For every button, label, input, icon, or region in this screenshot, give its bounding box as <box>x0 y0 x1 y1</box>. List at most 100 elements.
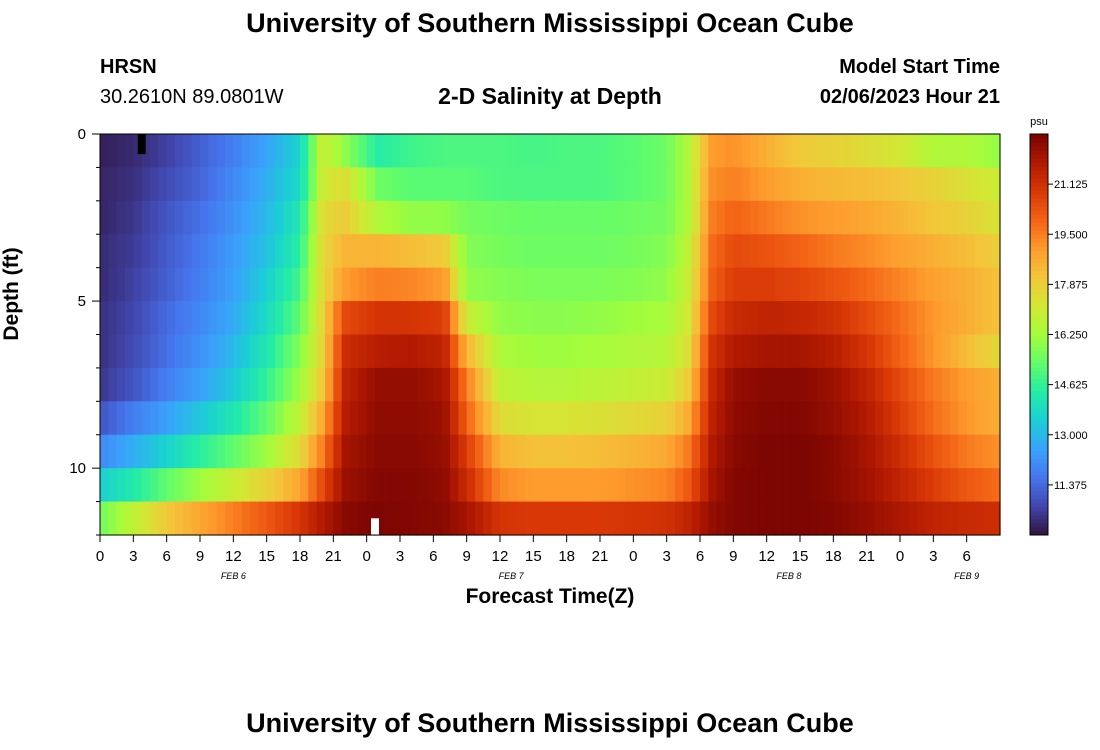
heatmap-cell <box>241 167 251 202</box>
heatmap-cell <box>183 367 193 402</box>
heatmap-cell <box>991 301 1001 336</box>
heatmap-cell <box>950 367 959 402</box>
heatmap-cell <box>366 301 376 336</box>
heatmap-cell <box>341 200 351 235</box>
heatmap-cell <box>991 401 1001 436</box>
heatmap-cell <box>358 367 368 402</box>
heatmap-cell <box>700 167 709 202</box>
heatmap-cell <box>558 334 568 369</box>
heatmap-cell <box>333 434 343 469</box>
heatmap-cell <box>608 167 618 202</box>
heatmap-cell <box>300 367 309 402</box>
heatmap-cell <box>383 401 393 436</box>
x-tick-label: 21 <box>325 548 342 565</box>
x-tick-label: 9 <box>729 548 737 565</box>
heatmap-cell <box>983 334 993 369</box>
colorbar-tick-label: 17.875 <box>1054 279 1088 291</box>
heatmap-cell <box>933 334 943 369</box>
heatmap-cell <box>933 134 943 169</box>
heatmap-cell <box>775 434 784 469</box>
heatmap-cell <box>441 334 451 369</box>
heatmap-cell <box>108 167 118 202</box>
heatmap-cell <box>975 501 984 536</box>
heatmap-cell <box>483 167 493 202</box>
main-title: University of Southern Mississippi Ocean… <box>246 8 854 38</box>
heatmap-cell <box>525 301 534 336</box>
heatmap-cell <box>266 468 276 503</box>
colorbar-segment <box>1030 310 1048 315</box>
heatmap-cell <box>533 468 543 503</box>
heatmap-cell <box>525 468 534 503</box>
heatmap-cell <box>600 367 609 402</box>
heatmap-cell <box>391 301 401 336</box>
heatmap-cell <box>333 301 343 336</box>
colorbar-segment <box>1030 194 1048 199</box>
heatmap-cell <box>583 367 593 402</box>
heatmap-cell <box>141 434 151 469</box>
heatmap-cell <box>275 167 284 202</box>
x-tick-label: 9 <box>196 548 204 565</box>
heatmap-cell <box>558 501 568 536</box>
heatmap-cell <box>208 501 218 536</box>
heatmap-cell <box>691 267 701 302</box>
heatmap-cell <box>583 401 593 436</box>
heatmap-cell <box>241 134 251 169</box>
heatmap-cell <box>591 401 601 436</box>
heatmap-cell <box>866 334 876 369</box>
heatmap-cell <box>608 334 618 369</box>
heatmap-cell <box>458 234 468 269</box>
heatmap-cell <box>158 501 168 536</box>
x-axis-label: Forecast Time(Z) <box>465 585 635 608</box>
heatmap-cell <box>966 434 976 469</box>
heatmap-cell <box>833 468 843 503</box>
heatmap-cell <box>950 301 959 336</box>
heatmap-cell <box>475 234 484 269</box>
heatmap-cell <box>358 134 368 169</box>
heatmap-cell <box>866 200 876 235</box>
heatmap-cell <box>575 501 584 536</box>
x-tick-label: 18 <box>825 548 842 565</box>
heatmap-cell <box>716 200 726 235</box>
heatmap-cell <box>891 401 901 436</box>
colorbar-segment <box>1030 270 1048 275</box>
heatmap-cell <box>350 468 359 503</box>
heatmap-cell <box>816 334 826 369</box>
heatmap-cell <box>258 134 268 169</box>
heatmap-cell <box>966 234 976 269</box>
heatmap-cell <box>800 434 809 469</box>
heatmap-cell <box>866 401 876 436</box>
heatmap-cell <box>741 334 751 369</box>
heatmap-cell <box>516 167 526 202</box>
heatmap-cell <box>508 367 518 402</box>
heatmap-cell <box>758 501 768 536</box>
heatmap-cell <box>841 167 851 202</box>
heatmap-cell <box>275 301 284 336</box>
heatmap-cell <box>825 234 834 269</box>
heatmap-cell <box>400 468 409 503</box>
heatmap-cell <box>800 267 809 302</box>
heatmap-cell <box>775 468 784 503</box>
heatmap-cell <box>100 267 109 302</box>
heatmap-cell <box>241 234 251 269</box>
heatmap-cell <box>450 434 459 469</box>
heatmap-cell <box>666 267 676 302</box>
heatmap-cell <box>316 301 326 336</box>
heatmap-cell <box>733 301 743 336</box>
heatmap-cell <box>408 301 418 336</box>
heatmap-cell <box>233 234 243 269</box>
heatmap-cell <box>283 468 293 503</box>
heatmap-cell <box>233 468 243 503</box>
heatmap-cell <box>891 267 901 302</box>
heatmap-cell <box>841 501 851 536</box>
heatmap-cell <box>258 434 268 469</box>
colorbar-segment <box>1030 410 1048 416</box>
heatmap-cell <box>108 200 118 235</box>
heatmap-cell <box>141 468 151 503</box>
heatmap-cell <box>500 234 509 269</box>
heatmap-cell <box>866 234 876 269</box>
heatmap-cell <box>716 401 726 436</box>
heatmap-cell <box>233 301 243 336</box>
heatmap-cell <box>708 134 718 169</box>
heatmap-cell <box>450 234 459 269</box>
heatmap-cell <box>241 267 251 302</box>
